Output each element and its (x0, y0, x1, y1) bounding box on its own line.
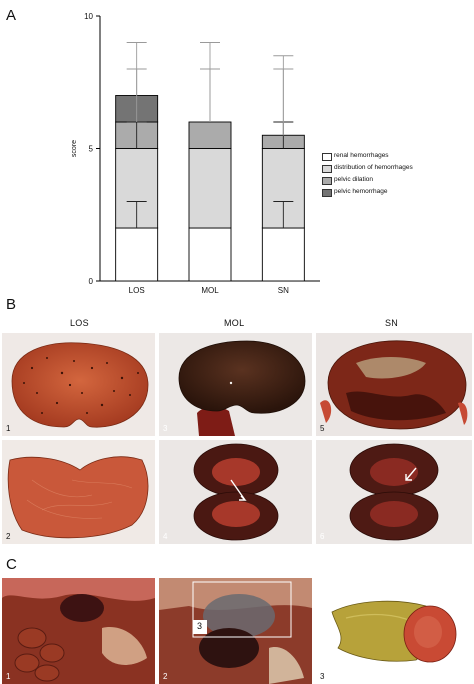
x-tick-label: SN (278, 286, 289, 295)
x-tick-label: MOL (201, 286, 219, 295)
legend-swatch (322, 153, 332, 161)
y-axis-label: score (71, 140, 78, 157)
bar-segment (188, 121, 232, 149)
legend-swatch (322, 177, 332, 185)
photo-c2-kidney-in-situ: 3 2 (159, 578, 312, 684)
bar-segment (188, 148, 232, 229)
inset-label: 3 (197, 621, 203, 631)
photo-number: 2 (6, 532, 11, 541)
photo-number: 5 (320, 424, 325, 433)
photo-c3-excised-kidney: 3 (316, 578, 472, 684)
bar-segment (261, 227, 305, 282)
legend-swatch (322, 189, 332, 197)
legend-label: pelvic hemorrhage (334, 188, 388, 195)
photo-b3-kidney-mol-surface: 3 (159, 333, 312, 436)
photo-number: 4 (163, 532, 168, 541)
photo-b6-kidney-sn-cut: 6 (316, 440, 472, 544)
photo-b2-kidney-los-cut: 2 (2, 440, 155, 544)
y-tick-label: 0 (89, 277, 94, 286)
bar-segment (115, 227, 159, 282)
photo-b5-kidney-sn-surface: 5 (316, 333, 472, 436)
panel-label-c: C (6, 556, 17, 573)
photo-number: 1 (6, 672, 11, 681)
column-header-mol: MOL (224, 318, 245, 328)
legend-label: renal hemorrhages (334, 152, 389, 159)
y-tick-label: 5 (89, 145, 94, 154)
photo-c1-abdomen: 1 (2, 578, 155, 684)
legend-label: distribution of hemorrhages (334, 164, 413, 171)
x-tick-label: LOS (129, 286, 145, 295)
photo-number: 1 (6, 424, 11, 433)
photo-b1-kidney-los-surface: 1 (2, 333, 155, 436)
stacked-bar-chart: 0 5 10 score LOS MOL SN (71, 12, 320, 295)
photo-number: 3 (163, 424, 168, 433)
panel-label-a: A (6, 7, 17, 24)
legend-swatch (322, 165, 332, 173)
legend-label: pelvic dilation (334, 176, 374, 183)
bar-segment (188, 227, 232, 282)
column-header-sn: SN (385, 318, 399, 328)
y-tick-label: 10 (84, 12, 93, 21)
photo-b4-kidney-mol-cut: 4 (159, 440, 312, 544)
photo-number: 3 (320, 672, 325, 681)
photo-number: 6 (320, 532, 325, 541)
chart-legend: renal hemorrhages distribution of hemorr… (322, 152, 472, 198)
photo-number: 2 (163, 672, 168, 681)
column-header-los: LOS (70, 318, 89, 328)
panel-label-b: B (6, 296, 17, 313)
